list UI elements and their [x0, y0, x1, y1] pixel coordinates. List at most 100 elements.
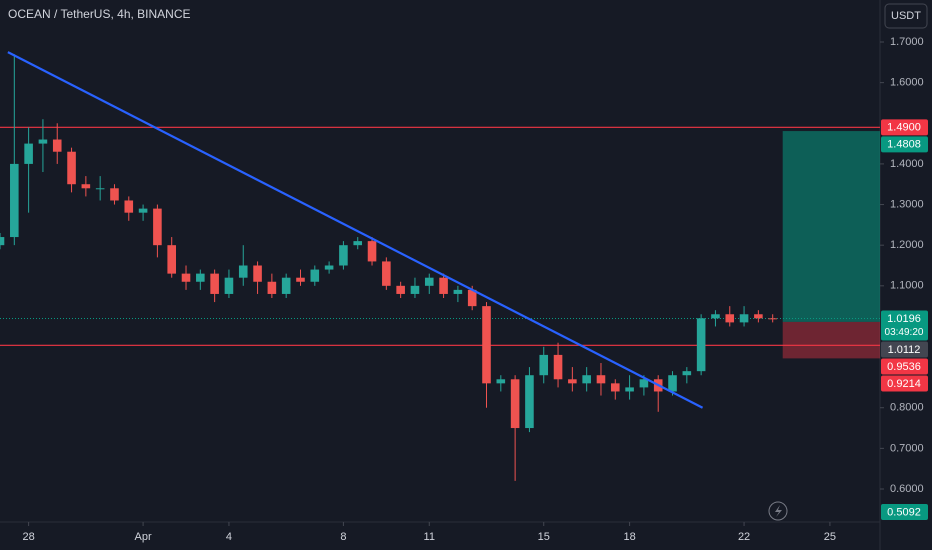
price-label-bg [881, 136, 928, 153]
candle-body [110, 188, 119, 201]
candle-body [153, 208, 162, 246]
candle-body [38, 139, 48, 144]
candle-body [138, 208, 148, 213]
price-label: 1.0196 [887, 313, 921, 325]
candle-body [367, 241, 377, 262]
price-label-bg [881, 341, 928, 358]
candle-body [167, 245, 176, 274]
candle-body [267, 281, 277, 294]
candle-body [253, 265, 262, 282]
candle-body [467, 289, 477, 307]
candle-body [52, 139, 62, 152]
price-label-bg [881, 504, 928, 520]
plot [0, 51, 880, 481]
candle-body [482, 306, 491, 384]
price-label: 0.9536 [887, 361, 921, 373]
candle-body [424, 277, 434, 286]
y-tick-label: 1.4000 [890, 158, 924, 170]
chart-title: OCEAN / TetherUS, 4h, BINANCE [8, 7, 191, 21]
y-tick-label: 1.6000 [890, 77, 924, 89]
candle-body [0, 237, 5, 246]
candle-body [739, 314, 749, 323]
y-tick-label: 0.6000 [890, 483, 924, 495]
currency-button[interactable] [884, 3, 928, 29]
x-tick-label: 25 [824, 531, 836, 543]
candle-body [196, 273, 205, 282]
candle-body [453, 289, 463, 294]
overlay: OCEAN / TetherUS, 4h, BINANCE USDT 1.700… [8, 3, 928, 543]
position-target-zone [782, 131, 880, 322]
candle-body [725, 314, 735, 323]
y-tick-label: 1.3000 [890, 198, 924, 210]
y-tick-label: 1.1000 [890, 280, 924, 292]
y-tick-label: 0.7000 [890, 442, 924, 454]
candle-body [95, 188, 105, 190]
x-tick-label: Apr [135, 531, 152, 543]
candle-body [596, 375, 606, 384]
lightning-icon[interactable] [768, 501, 788, 521]
candle-body [711, 314, 720, 319]
price-label-bg [881, 358, 928, 375]
candle-body [568, 379, 577, 384]
candle-body [539, 354, 549, 376]
price-label: 0.5092 [887, 506, 921, 518]
candle-body [339, 245, 348, 266]
price-label: 1.4900 [887, 122, 921, 134]
candle-body [439, 277, 448, 294]
candle-body [396, 285, 405, 294]
position-stop-zone [782, 321, 880, 359]
trend-line [7, 51, 704, 409]
candle-body [682, 371, 692, 376]
candle-body [668, 375, 677, 392]
y-tick-label: 1.2000 [890, 239, 924, 251]
candle-body [410, 285, 420, 294]
candle-body [525, 375, 534, 429]
price-label: 1.0112 [888, 344, 921, 356]
x-tick-label: 15 [538, 531, 550, 543]
candle-body [510, 379, 520, 429]
candle-body [210, 273, 219, 294]
price-axis-bg [880, 0, 932, 550]
candle-body [281, 277, 291, 294]
candle-body [224, 277, 234, 294]
y-tick-label: 1.7000 [890, 36, 924, 48]
candle-body [296, 277, 305, 282]
x-tick-label: 22 [738, 531, 750, 543]
candle-body [10, 163, 19, 238]
x-tick-label: 8 [340, 531, 346, 543]
candle-body [324, 265, 334, 270]
lightning-bolt[interactable] [775, 505, 782, 517]
currency-label[interactable]: USDT [891, 10, 921, 22]
price-label: 1.4808 [887, 139, 921, 151]
candle-body [81, 184, 91, 189]
candle-body [639, 379, 649, 388]
candle-body [754, 314, 763, 319]
candle-body [353, 241, 363, 246]
candle-body [582, 375, 591, 384]
candle-body [238, 265, 248, 278]
candle-body [67, 151, 76, 185]
x-tick-label: 18 [623, 531, 635, 543]
candle-body [124, 200, 134, 213]
candle-body [610, 383, 620, 392]
x-tick-label: 11 [424, 531, 435, 543]
candle-body [768, 318, 777, 320]
x-tick-label: 4 [226, 531, 232, 543]
price-label-bg [881, 119, 928, 136]
price-timer: 03:49:20 [885, 327, 924, 338]
candle-body [625, 387, 634, 392]
candle-body [382, 261, 391, 286]
price-label-bg [881, 375, 928, 392]
candle-body [696, 318, 706, 372]
candle-body [553, 354, 563, 380]
candle-body [310, 269, 320, 282]
y-tick-label: 0.8000 [890, 402, 924, 414]
price-label: 0.9214 [887, 378, 921, 390]
price-label-bg [881, 310, 928, 341]
candle-body [496, 379, 506, 384]
candle-body [181, 273, 191, 282]
candle-body [24, 143, 33, 164]
x-tick-label: 28 [22, 531, 34, 543]
